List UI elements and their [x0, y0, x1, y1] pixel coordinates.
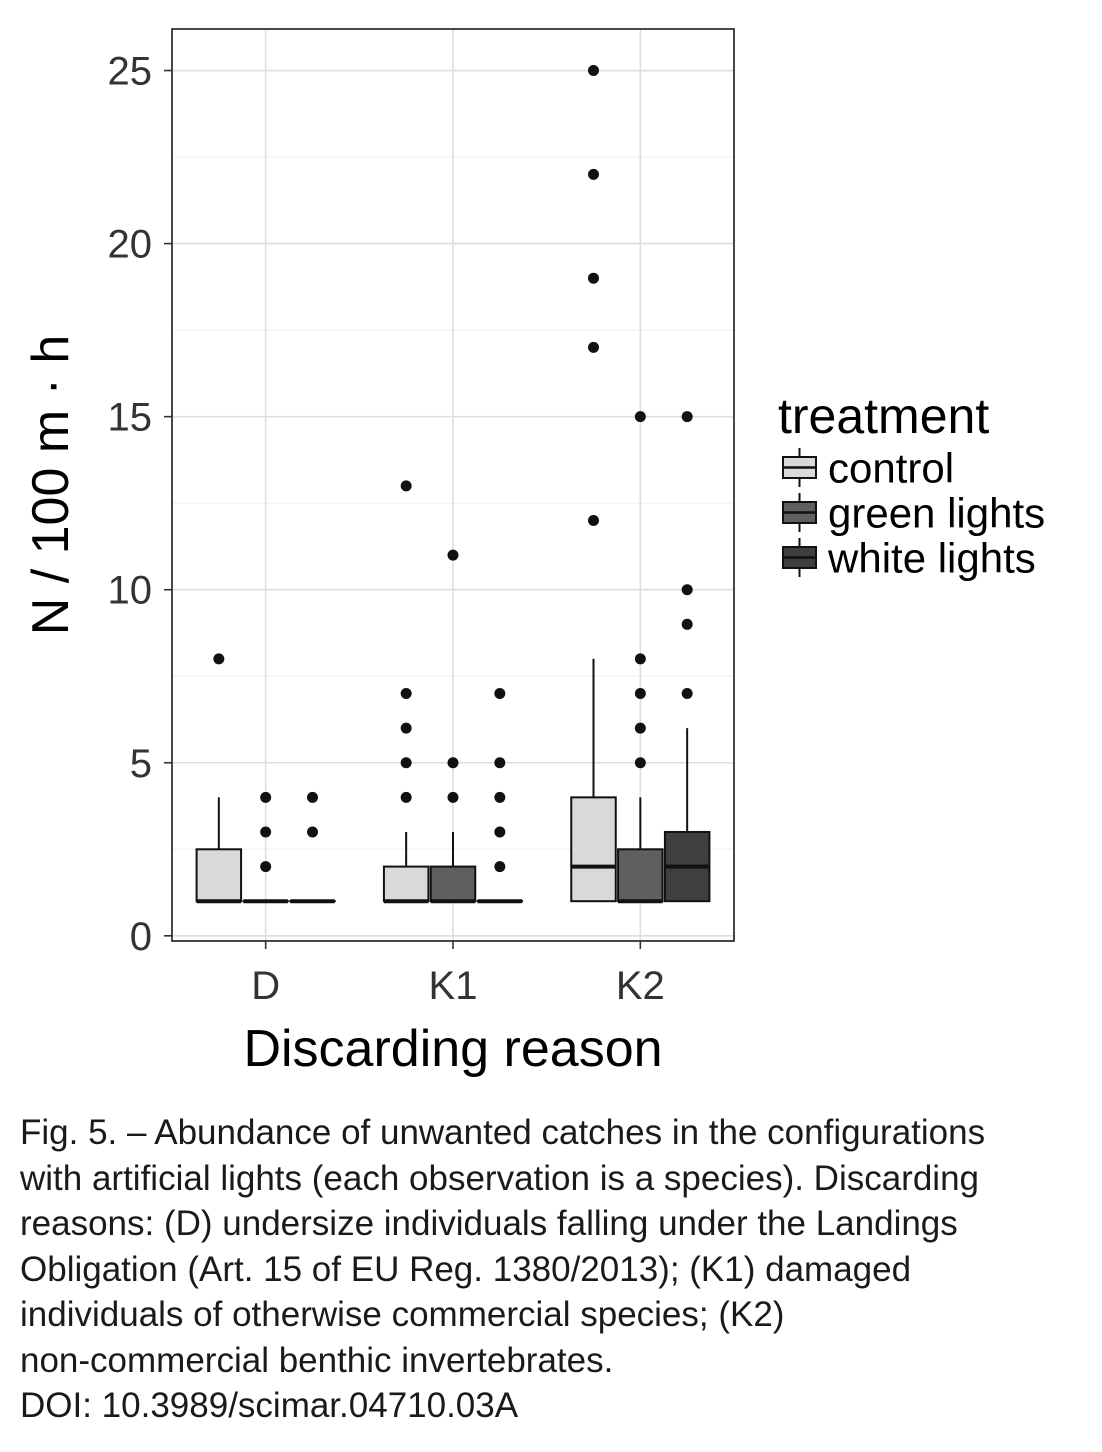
outlier-point	[307, 791, 318, 803]
y-tick-label: 15	[108, 396, 153, 440]
outlier-point	[494, 757, 506, 769]
outlier-point	[260, 861, 272, 873]
y-axis-title: N / 100 m · h	[22, 335, 80, 636]
outlier-point	[400, 480, 412, 492]
caption-line: reasons: (D) undersize individuals falli…	[20, 1204, 958, 1243]
box-body	[570, 796, 617, 903]
y-tick-label: 10	[108, 569, 153, 613]
axes: 0 5 10 15 20 25 D K1 K2	[108, 50, 665, 1008]
outlier-point	[588, 341, 599, 353]
outlier-point	[260, 826, 272, 838]
box-plot-chart: 0 5 10 15 20 25 D K1 K2 Discarding reason N / 10…	[22, 28, 1045, 1078]
y-tick-label: 0	[130, 915, 152, 959]
outlier-point	[447, 757, 459, 769]
outlier-point	[213, 653, 225, 665]
outlier-point	[447, 791, 459, 803]
outlier-point	[494, 861, 506, 873]
outlier-point	[634, 757, 646, 769]
box-series	[195, 65, 711, 904]
outlier-point	[634, 722, 646, 734]
legend-label: control	[828, 445, 954, 492]
outlier-point	[447, 549, 459, 561]
y-tick-label: 25	[108, 50, 153, 94]
outlier-point	[681, 411, 693, 423]
y-tick-label: 20	[108, 223, 153, 267]
outlier-point	[400, 722, 412, 734]
box-body	[195, 848, 243, 903]
outlier-point	[634, 411, 646, 423]
outlier-point	[260, 791, 272, 803]
outlier-point	[588, 65, 599, 77]
grid-lines	[172, 29, 734, 941]
caption-line: with artificial lights (each observation…	[20, 1158, 980, 1198]
x-tick-label: D	[251, 964, 280, 1008]
outlier-point	[400, 757, 412, 769]
x-tick-label: K2	[616, 964, 665, 1008]
x-axis-title: Discarding reason	[243, 1020, 662, 1078]
box-body	[429, 865, 477, 903]
outlier-point	[588, 514, 599, 526]
outlier-point	[307, 826, 318, 838]
x-tick-label: K1	[429, 964, 478, 1008]
outlier-point	[494, 791, 506, 803]
legend-label: green lights	[828, 490, 1045, 537]
caption-line: DOI: 10.3989/scimar.04710.03A	[20, 1386, 519, 1425]
outlier-point	[400, 791, 412, 803]
outlier-point	[588, 272, 599, 284]
outlier-point	[681, 618, 693, 630]
outlier-point	[681, 584, 693, 596]
box-body	[382, 865, 430, 903]
caption-line: individuals of otherwise commercial spec…	[20, 1295, 785, 1334]
outlier-point	[634, 653, 646, 665]
outlier-point	[494, 688, 506, 700]
caption-line: Fig. 5. – Abundance of unwanted catches …	[20, 1113, 986, 1152]
legend-title: treatment	[778, 388, 989, 444]
legend-label: white lights	[827, 535, 1036, 582]
y-tick-label: 5	[130, 742, 152, 786]
outlier-point	[400, 688, 412, 700]
outlier-point	[681, 688, 693, 700]
caption-line: non-commercial benthic invertebrates.	[20, 1340, 614, 1380]
outlier-point	[588, 168, 599, 180]
figure-caption: Fig. 5. – Abundance of unwanted catches …	[20, 1110, 1095, 1429]
box-body	[617, 848, 664, 903]
outlier-point	[494, 826, 506, 838]
caption-line: Obligation (Art. 15 of EU Reg. 1380/2013…	[20, 1249, 912, 1289]
outlier-point	[634, 688, 646, 700]
